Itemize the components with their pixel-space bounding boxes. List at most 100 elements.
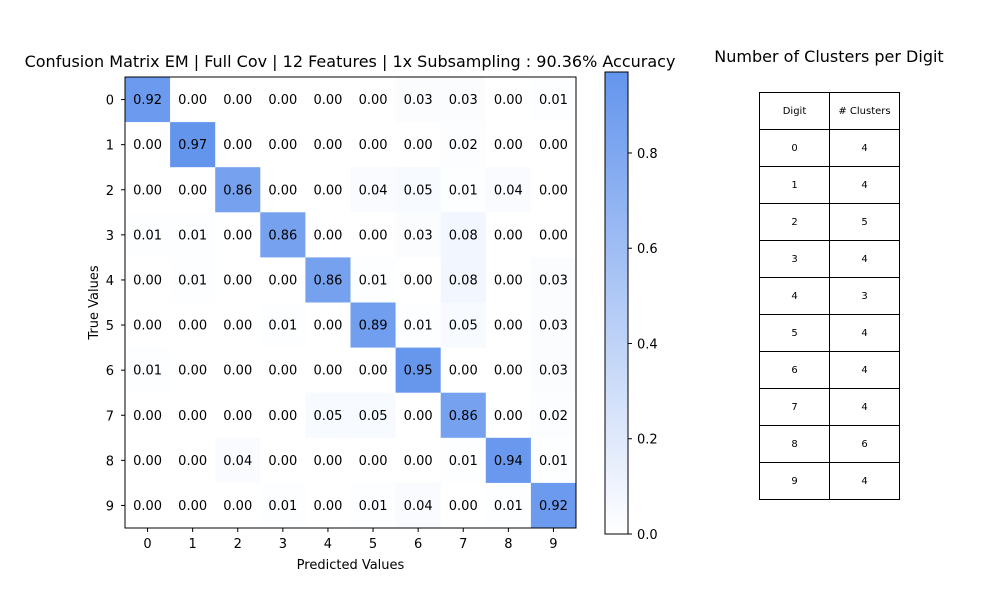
cell-value-label: 0.86 xyxy=(268,228,297,243)
digit-cell: 3 xyxy=(759,240,830,278)
matrix-cell xyxy=(215,212,261,258)
cell-value-label: 0.02 xyxy=(539,409,568,424)
cell-value-label: 0.00 xyxy=(133,499,162,514)
digit-cell: Digit xyxy=(759,92,830,130)
matrix-cell xyxy=(395,482,441,529)
cell-value-label: 0.00 xyxy=(268,183,297,198)
clusters-cell: # Clusters xyxy=(829,92,900,130)
cell-value-label: 0.00 xyxy=(359,93,388,108)
matrix-cell xyxy=(395,437,441,484)
cell-value-label: 0.00 xyxy=(313,319,342,334)
colorbar-tick-label: 0.4 xyxy=(637,337,658,352)
clusters-cell: 3 xyxy=(829,277,900,315)
matrix-cell xyxy=(350,122,396,168)
matrix-cell xyxy=(260,77,306,123)
matrix-cell xyxy=(395,167,441,213)
clusters-cell: 4 xyxy=(829,129,900,167)
clusters-cell: 6 xyxy=(829,425,900,463)
matrix-cell xyxy=(305,347,351,393)
matrix-cell xyxy=(350,212,396,258)
x-tick-label: 2 xyxy=(234,537,242,552)
matrix-cell xyxy=(350,167,396,213)
matrix-cell xyxy=(440,257,487,303)
cell-value-label: 0.00 xyxy=(494,228,523,243)
cell-value-label: 0.03 xyxy=(539,319,568,334)
cell-value-label: 0.00 xyxy=(449,364,478,379)
clusters-cell: 4 xyxy=(829,166,900,204)
cell-value-label: 0.02 xyxy=(449,138,478,153)
clusters-table-title: Number of Clusters per Digit xyxy=(714,47,944,66)
cell-value-label: 0.00 xyxy=(133,273,162,288)
matrix-cell xyxy=(305,437,351,484)
matrix-cell xyxy=(305,122,351,168)
cell-value-label: 0.08 xyxy=(449,273,478,288)
cell-value-label: 0.00 xyxy=(539,138,568,153)
matrix-cell xyxy=(260,347,306,393)
matrix-cell xyxy=(485,122,532,168)
matrix-cell xyxy=(350,392,396,439)
matrix-cell xyxy=(485,167,532,213)
cell-value-label: 0.00 xyxy=(133,183,162,198)
digit-cell: 0 xyxy=(759,129,830,167)
cell-value-label: 0.08 xyxy=(449,228,478,243)
colorbar-tick-label: 0.2 xyxy=(637,433,658,448)
cell-value-label: 0.00 xyxy=(359,228,388,243)
cell-value-label: 0.00 xyxy=(268,409,297,424)
cell-value-label: 0.01 xyxy=(359,273,388,288)
matrix-cell xyxy=(215,122,261,168)
cell-value-label: 0.01 xyxy=(268,319,297,334)
matrix-frame xyxy=(124,76,577,529)
x-axis-label: Predicted Values xyxy=(297,558,405,573)
matrix-cell xyxy=(215,392,261,439)
clusters-table: Digit # Clusters 0 4 1 4 2 5 3 4 4 3 5 4 6 4 7 4 8 6 9 4 xyxy=(759,92,900,500)
matrix-cell xyxy=(530,257,577,303)
cell-value-label: 0.01 xyxy=(133,228,162,243)
matrix-cell xyxy=(350,482,396,529)
colorbar xyxy=(604,71,629,535)
cell-value-label: 0.00 xyxy=(359,138,388,153)
matrix-cell xyxy=(485,77,532,123)
cell-value-label: 0.97 xyxy=(178,138,207,153)
cell-value-label: 0.00 xyxy=(178,454,207,469)
matrix-cell xyxy=(305,167,351,213)
matrix-cell xyxy=(530,392,577,439)
matrix-cell xyxy=(485,212,532,258)
cell-value-label: 0.04 xyxy=(404,499,433,514)
matrix-cell xyxy=(350,257,396,303)
matrix-cell xyxy=(125,437,171,484)
cell-value-label: 0.00 xyxy=(223,499,252,514)
matrix-cell xyxy=(125,122,171,168)
cell-value-label: 0.05 xyxy=(359,409,388,424)
matrix-cell xyxy=(485,392,532,439)
confusion-matrix-title: Confusion Matrix EM | Full Cov | 12 Feat… xyxy=(24,52,676,71)
y-axis-label: True Values xyxy=(87,265,102,340)
cell-value-label: 0.05 xyxy=(313,409,342,424)
colorbar-tick-label: 0.0 xyxy=(637,528,658,543)
cell-value-label: 0.00 xyxy=(133,409,162,424)
matrix-cell xyxy=(530,167,577,213)
matrix-cell xyxy=(170,392,216,439)
clusters-cell: 4 xyxy=(829,388,900,426)
digit-cell: 1 xyxy=(759,166,830,204)
digit-cell: 9 xyxy=(759,462,830,500)
x-tick-label: 9 xyxy=(549,537,557,552)
matrix-cell xyxy=(215,437,261,484)
matrix-cell xyxy=(125,347,171,393)
matrix-cell xyxy=(440,437,487,484)
matrix-cell xyxy=(440,167,487,213)
matrix-cell xyxy=(485,482,532,529)
matrix-cell xyxy=(395,347,441,393)
matrix-cell xyxy=(170,257,216,303)
cell-value-label: 0.86 xyxy=(313,273,342,288)
matrix-cell xyxy=(260,302,306,348)
colorbar-tick-label: 0.8 xyxy=(637,147,658,162)
matrix-cell xyxy=(170,77,216,123)
cell-value-label: 0.00 xyxy=(494,93,523,108)
digit-cell: 4 xyxy=(759,277,830,315)
cell-value-label: 0.92 xyxy=(133,93,162,108)
matrix-cell xyxy=(170,437,216,484)
